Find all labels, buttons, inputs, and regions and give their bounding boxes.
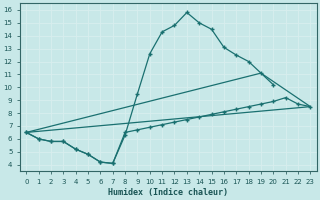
X-axis label: Humidex (Indice chaleur): Humidex (Indice chaleur) — [108, 188, 228, 197]
